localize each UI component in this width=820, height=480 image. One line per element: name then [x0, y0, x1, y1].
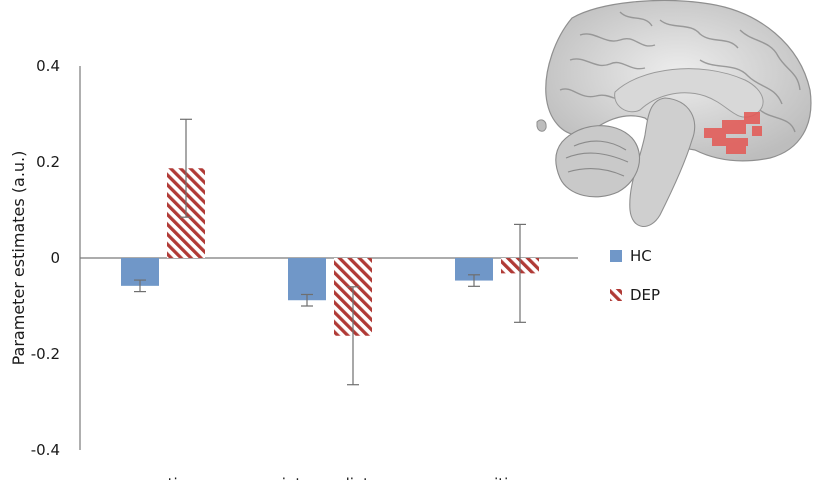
legend-label-hc: HC	[630, 247, 652, 265]
y-tick-label: -0.4	[31, 441, 60, 459]
y-tick-label: 0	[50, 249, 60, 267]
error-bar-dep-negative	[180, 118, 192, 218]
bar-hc-intermediate	[288, 258, 326, 301]
y-axis-label: Parameter estimates (a.u.)	[9, 151, 28, 366]
legend-swatch-dep	[610, 289, 622, 301]
x-category-label: intermediate	[282, 475, 379, 480]
category-label-group: negative intermediate positive	[130, 475, 526, 480]
y-tick-label: 0.2	[36, 153, 60, 171]
y-tick-label: 0.4	[36, 57, 60, 75]
bar-group	[121, 168, 539, 336]
error-bar-hc-intermediate	[301, 293, 313, 307]
bar-hc-positive	[455, 258, 493, 281]
legend-swatch-hc	[610, 250, 622, 262]
error-bar-dep-positive	[514, 223, 526, 323]
legend-label-dep: DEP	[630, 286, 660, 304]
x-category-label: negative	[130, 475, 196, 480]
y-tick-label: -0.2	[31, 345, 60, 363]
x-category-label: positive	[468, 475, 527, 480]
error-bar-group	[134, 118, 526, 386]
legend: HC DEP	[610, 247, 660, 304]
error-bar-hc-negative	[134, 279, 146, 293]
highlight-region	[704, 112, 762, 154]
error-bar-hc-positive	[468, 274, 480, 287]
brain-inset-image	[536, 0, 812, 227]
error-bar-dep-intermediate	[347, 286, 359, 386]
y-tick-group: -0.4 -0.2 0 0.2 0.4	[31, 57, 60, 459]
